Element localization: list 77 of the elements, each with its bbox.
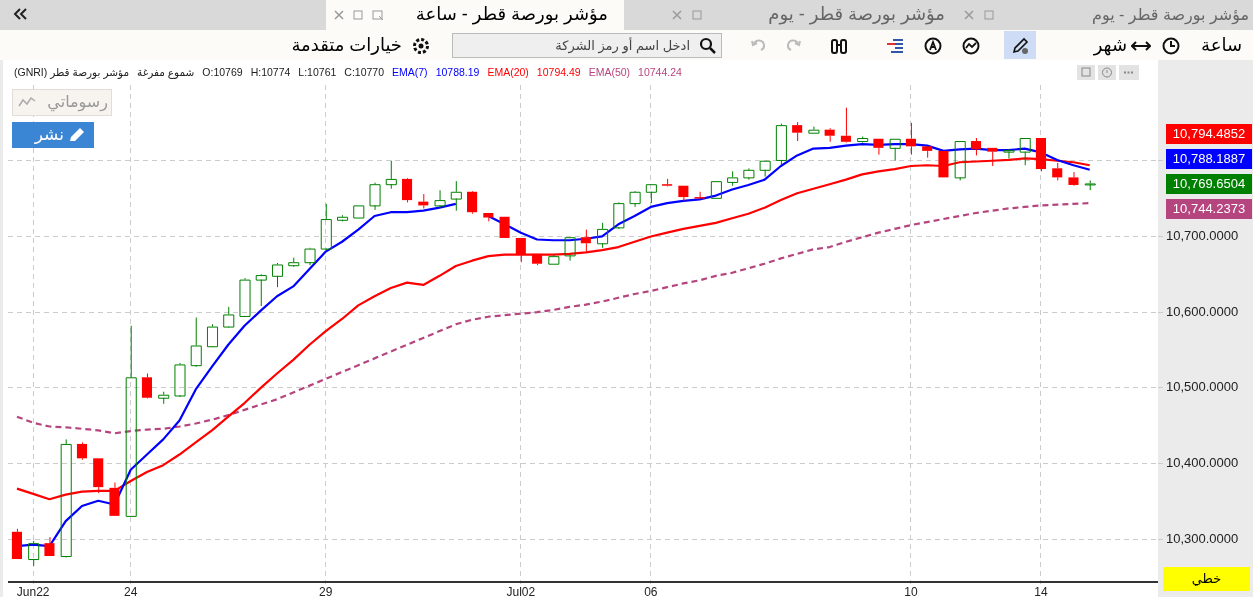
candlestick [44, 536, 55, 557]
candlestick [922, 146, 933, 159]
candlestick [645, 184, 657, 204]
text: 10,794.4852 [1166, 124, 1252, 144]
chart-subtitle: شموع مفرغة [137, 66, 195, 78]
candlestick [629, 191, 641, 208]
text: 10744.24 [638, 66, 682, 78]
candlestick [727, 170, 739, 187]
text: 10,744.2373 [1166, 199, 1252, 219]
candlestick [1068, 171, 1079, 185]
y-tick-label: 10,500.0000 [1166, 379, 1239, 395]
candlestick [93, 458, 104, 494]
candlestick [580, 229, 591, 253]
candlestick [824, 127, 835, 143]
x-tick-label: 29 [319, 584, 333, 597]
candlestick [1003, 150, 1015, 159]
text: خيارات متقدمة [291, 34, 402, 56]
candlestick [694, 191, 705, 199]
candlestick [190, 316, 202, 368]
text: ادخل اسم أو رمز الشركة [555, 38, 690, 53]
text: شهر [1093, 34, 1127, 56]
text: ساعة [1201, 34, 1242, 56]
annotation: نشر [34, 124, 64, 145]
candlestick [678, 185, 689, 202]
candlestick [597, 222, 609, 249]
candlestick [759, 160, 771, 178]
x-tick-label: Jul02 [506, 584, 536, 597]
candlestick [76, 441, 87, 461]
candlestick [304, 248, 316, 266]
candlestick [857, 135, 869, 144]
candlestick [840, 107, 851, 142]
text: خطي [1163, 567, 1250, 591]
candlestick [60, 438, 72, 559]
text: مؤشر بورصة قطر - يوم [1091, 5, 1249, 24]
text: C:10770 [344, 66, 385, 78]
x-tick-label: 24 [124, 584, 138, 597]
text: EMA(20) [487, 66, 529, 78]
text: L:10761 [298, 66, 337, 78]
y-tick-label: 10,700.0000 [1166, 228, 1239, 244]
candlestick [255, 275, 267, 307]
candlestick [743, 167, 755, 181]
y-tick-label: 10,600.0000 [1166, 303, 1239, 319]
candlestick [613, 203, 625, 230]
x-tick-label: Jun22 [16, 584, 50, 597]
x-tick-label: 14 [1034, 584, 1048, 597]
candlestick [11, 528, 22, 560]
candlestick [450, 180, 462, 212]
x-tick-label: 10 [904, 584, 918, 597]
text: 10,769.6504 [1166, 174, 1252, 194]
line-series [15, 202, 1091, 435]
candlestick [239, 277, 251, 317]
candlestick [889, 138, 901, 162]
text: 10794.49 [536, 66, 581, 78]
annotation: رسوماتي [47, 92, 108, 111]
text: 10,788.1887 [1166, 149, 1252, 169]
text: مؤشر بورصة قطر - يوم [768, 3, 945, 25]
text: EMA(50) [588, 66, 631, 78]
candlestick [467, 191, 478, 215]
text: O:10769 [202, 66, 243, 78]
candlestick [1052, 162, 1063, 181]
candlestick [792, 121, 803, 142]
candlestick [402, 178, 413, 203]
candlestick [564, 237, 576, 262]
candlestick [905, 122, 916, 156]
candlestick [808, 126, 820, 134]
y-tick-label: 10,300.0000 [1166, 530, 1239, 546]
text: مؤشر بورصة قطر - ساعة [415, 3, 608, 25]
x-tick-label: 06 [644, 584, 658, 597]
candlestick [873, 138, 884, 156]
candlestick [970, 137, 981, 156]
text: EMA(7) [392, 66, 428, 78]
text: H:10774 [250, 66, 291, 78]
candlestick [369, 182, 381, 211]
y-tick-label: 10,400.0000 [1166, 455, 1239, 471]
text: 10788.19 [435, 66, 480, 78]
candlestick [385, 160, 397, 190]
chart-title: مؤشر بورصة قطر (GNRI) [14, 66, 130, 78]
